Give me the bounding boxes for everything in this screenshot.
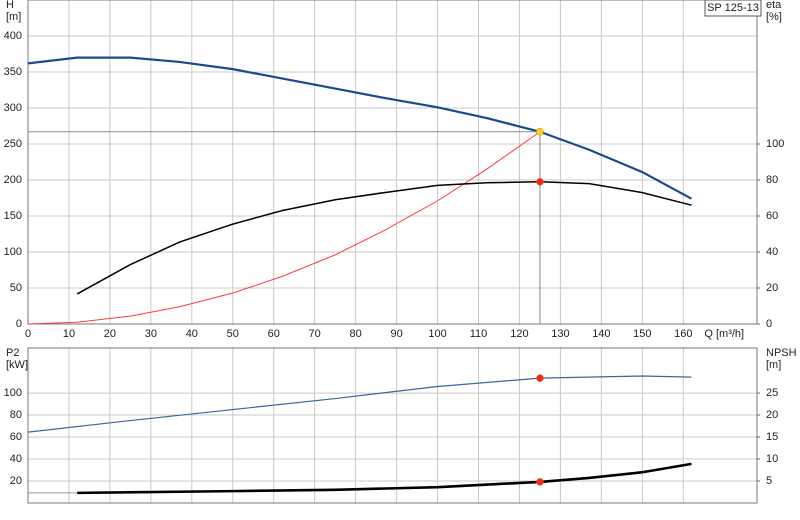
y-tick-label: 60 (10, 431, 22, 443)
operating-point (536, 178, 544, 186)
y-tick-label: 50 (10, 282, 22, 294)
y-axis-label: P2 (6, 347, 19, 359)
y-tick-label: 20 (10, 475, 22, 487)
y2-tick-label: 15 (766, 431, 778, 443)
series-line (27, 56, 692, 200)
y2-tick-label: 60 (766, 210, 778, 222)
x-tick-label: 100 (428, 328, 446, 340)
x-tick-label: 140 (592, 328, 610, 340)
y2-tick-label: 25 (766, 387, 778, 399)
x-tick-label: 110 (470, 328, 488, 340)
chart-title: SP 125-13 (707, 2, 759, 14)
y2-tick-label: 40 (766, 246, 778, 258)
y2-tick-label: 100 (766, 138, 784, 150)
y2-axis-unit: [%] (766, 11, 782, 23)
y-tick-label: 350 (4, 66, 22, 78)
y2-tick-label: 0 (766, 318, 772, 330)
operating-point (536, 128, 544, 136)
y-tick-label: 400 (4, 30, 22, 42)
x-tick-label: 150 (633, 328, 651, 340)
y-axis-label: H (6, 0, 14, 11)
x-tick-label: 70 (309, 328, 321, 340)
x-tick-label: 0 (25, 328, 31, 340)
y2-tick-label: 5 (766, 475, 772, 487)
title-box (704, 0, 762, 17)
x-tick-label: 50 (227, 328, 239, 340)
series-line (27, 375, 692, 433)
y-axis-unit: [kW] (6, 359, 28, 371)
series-line (77, 462, 692, 495)
y2-tick-label: 10 (766, 453, 778, 465)
y-tick-label: 0 (16, 318, 22, 330)
series-line (76, 181, 692, 295)
operating-point (536, 374, 544, 382)
y-tick-label: 40 (10, 453, 22, 465)
y2-axis-label: NPSH (766, 347, 797, 359)
x-tick-label: 60 (268, 328, 280, 340)
plot-frame (27, 0, 758, 325)
y2-tick-label: 80 (766, 174, 778, 186)
y-tick-label: 100 (4, 246, 22, 258)
y-tick-label: 150 (4, 210, 22, 222)
y2-axis-label: eta (766, 0, 782, 11)
x-tick-label: 80 (350, 328, 362, 340)
operating-point (536, 478, 544, 486)
plot-frame (27, 347, 758, 504)
x-tick-label: 90 (390, 328, 402, 340)
x-tick-label: 10 (63, 328, 75, 340)
x-tick-label: 130 (551, 328, 569, 340)
y2-tick-label: 20 (766, 282, 778, 294)
series-line (27, 131, 541, 325)
x-axis-label: Q [m³/h] (704, 328, 744, 340)
x-tick-label: 160 (674, 328, 692, 340)
x-tick-label: 120 (510, 328, 528, 340)
y-tick-label: 80 (10, 409, 22, 421)
y-tick-label: 100 (4, 387, 22, 399)
y-tick-label: 200 (4, 174, 22, 186)
y-tick-label: 300 (4, 102, 22, 114)
y2-tick-label: 20 (766, 409, 778, 421)
x-tick-label: 20 (104, 328, 116, 340)
y-axis-unit: [m] (6, 11, 21, 23)
y-tick-label: 250 (4, 138, 22, 150)
y2-axis-unit: [m] (766, 359, 781, 371)
x-tick-label: 30 (145, 328, 157, 340)
x-tick-label: 40 (186, 328, 198, 340)
